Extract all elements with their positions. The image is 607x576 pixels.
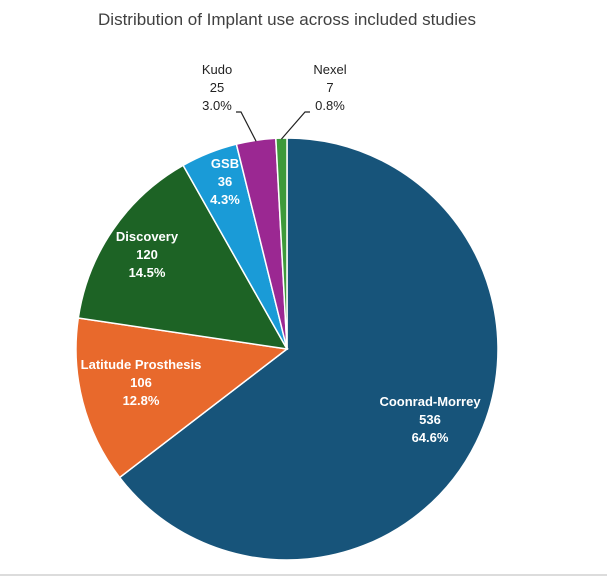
data-label-coonrad-morrey-percent: 64.6% bbox=[412, 430, 449, 445]
data-label-gsb-name: GSB bbox=[211, 156, 239, 171]
pie-slice-latitude-prosthesis bbox=[75, 317, 289, 479]
pie-slices bbox=[75, 137, 499, 561]
data-label-kudo-percent: 3.0% bbox=[202, 98, 232, 113]
pie-slice-discovery bbox=[77, 164, 289, 350]
data-label-nexel-percent: 0.8% bbox=[315, 98, 345, 113]
data-labels: Coonrad-Morrey 536 64.6% Latitude Prosthesi… bbox=[81, 62, 482, 445]
leader-line-kudo bbox=[236, 111, 257, 142]
data-label-nexel-name: Nexel bbox=[313, 62, 346, 77]
data-label-gsb-value: 36 bbox=[218, 174, 232, 189]
bottom-divider bbox=[0, 574, 607, 576]
data-label-discovery-percent: 14.5% bbox=[129, 265, 166, 280]
pie-slice-coonrad-morrey bbox=[118, 137, 499, 561]
data-label-kudo-value: 25 bbox=[210, 80, 224, 95]
pie-slice-nexel bbox=[275, 137, 288, 350]
data-label-latitude-prosthesis-value: 106 bbox=[130, 375, 152, 390]
data-label-gsb-percent: 4.3% bbox=[210, 192, 240, 207]
data-label-coonrad-morrey-value: 536 bbox=[419, 412, 441, 427]
data-label-coonrad-morrey-name: Coonrad-Morrey bbox=[379, 394, 481, 409]
data-label-latitude-prosthesis-percent: 12.8% bbox=[123, 393, 160, 408]
data-label-latitude-prosthesis-name: Latitude Prosthesis bbox=[81, 357, 202, 372]
leader-lines bbox=[236, 111, 310, 142]
leader-line-nexel bbox=[280, 111, 310, 140]
data-label-nexel-value: 7 bbox=[326, 80, 333, 95]
chart-title: Distribution of Implant use across inclu… bbox=[98, 10, 476, 29]
data-label-discovery-name: Discovery bbox=[116, 229, 179, 244]
data-label-kudo-name: Kudo bbox=[202, 62, 232, 77]
data-label-discovery-value: 120 bbox=[136, 247, 158, 262]
